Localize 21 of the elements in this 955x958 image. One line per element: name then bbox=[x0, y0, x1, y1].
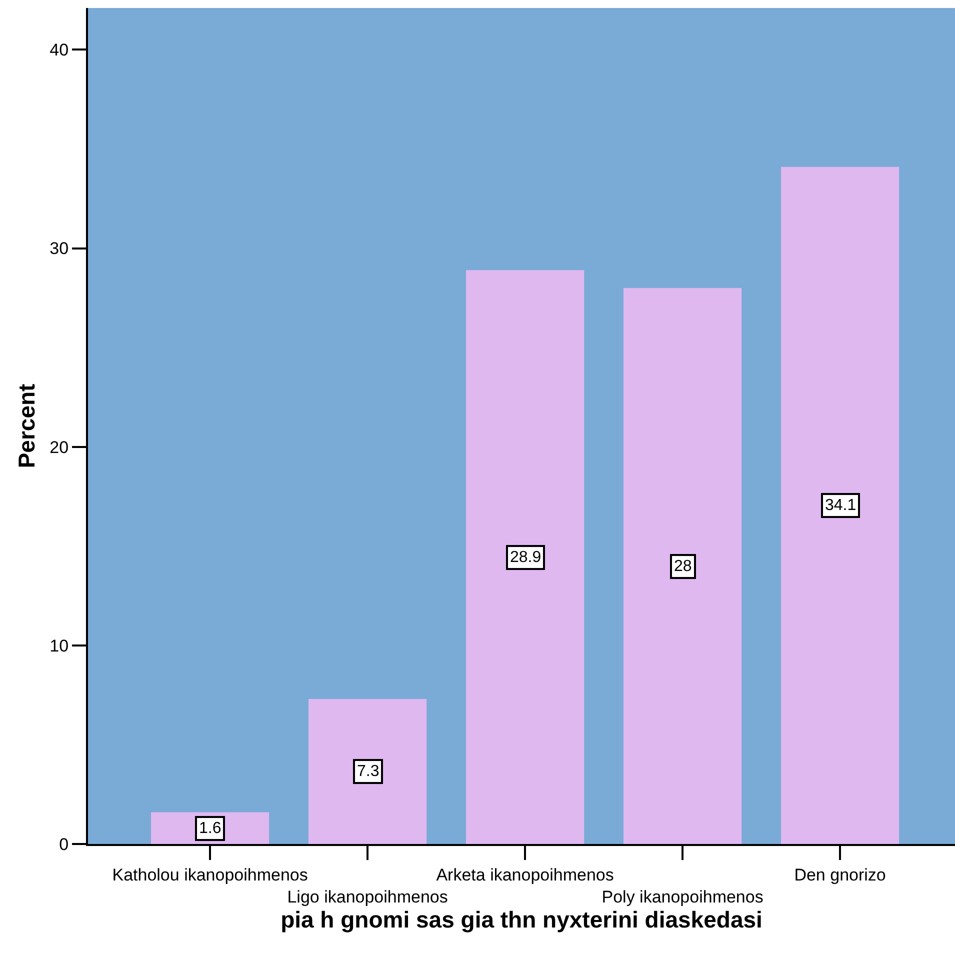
x-tick-label: Den gnorizo bbox=[794, 865, 886, 884]
bar bbox=[466, 270, 584, 844]
data-label: 34.1 bbox=[825, 497, 856, 514]
data-label: 7.3 bbox=[357, 763, 380, 780]
x-tick-label: Poly ikanopoihmenos bbox=[602, 888, 764, 906]
y-tick-label: 0 bbox=[59, 834, 69, 854]
x-tick-label: Ligo ikanopoihmenos bbox=[287, 888, 448, 906]
y-tick-label: 10 bbox=[50, 636, 69, 656]
data-label: 28.9 bbox=[510, 549, 542, 566]
x-tick-label: Katholou ikanopoihmenos bbox=[112, 865, 308, 884]
data-label: 1.6 bbox=[199, 820, 222, 837]
x-axis-title: pia h gnomi sas gia thn nyxterini diaskedasi bbox=[280, 906, 762, 933]
bar bbox=[623, 288, 742, 844]
bar bbox=[780, 166, 900, 844]
y-tick-label: 30 bbox=[50, 239, 69, 258]
x-tick-label: Arketa ikanopoihmenos bbox=[436, 865, 614, 884]
y-tick-label: 40 bbox=[50, 40, 69, 60]
y-tick-label: 20 bbox=[50, 438, 69, 457]
data-label: 28 bbox=[674, 558, 692, 575]
y-axis-title: Percent bbox=[14, 383, 40, 468]
bar bbox=[308, 699, 427, 844]
